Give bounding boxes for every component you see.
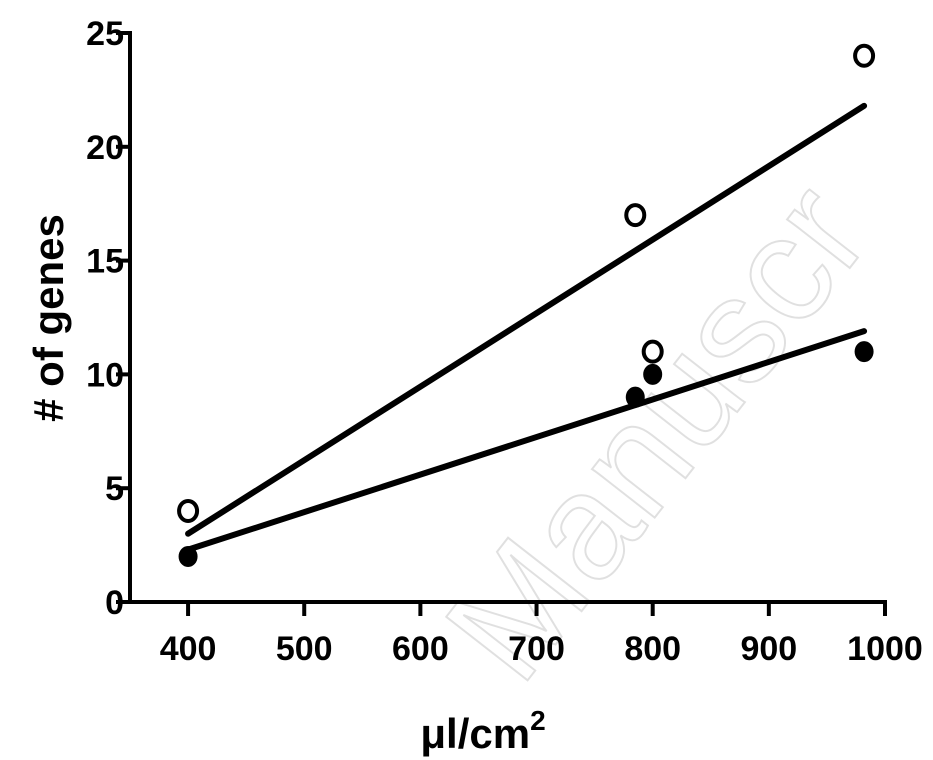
x-tick-label: 500 [276, 630, 333, 668]
x-axis-title: μl/cm2 [420, 705, 545, 757]
y-tick-label: 25 [86, 15, 124, 53]
open-point [177, 498, 200, 523]
x-tick-label: 1000 [847, 630, 923, 668]
fit-line-1 [185, 102, 868, 537]
filled-point [625, 386, 645, 408]
y-tick-label: 0 [105, 584, 124, 622]
x-tick-label: 600 [392, 630, 449, 668]
filled-point [643, 363, 663, 385]
x-tick-label: 900 [740, 630, 797, 668]
y-tick-label: 10 [86, 356, 124, 394]
filled-point [178, 545, 198, 567]
x-axis-title-superscript: 2 [530, 705, 546, 736]
open-point [624, 203, 647, 228]
y-axis-title: # of genes [25, 214, 72, 422]
x-tick-label: 800 [624, 630, 681, 668]
y-tick-label: 5 [105, 470, 124, 508]
x-tick-label: 400 [160, 630, 217, 668]
fit-line-2 [185, 328, 868, 553]
x-axis-title-main: μl/cm [420, 710, 530, 757]
filled-point [854, 341, 874, 363]
x-tick-label: 700 [508, 630, 565, 668]
open-point [641, 339, 664, 364]
axes [116, 31, 887, 616]
open-point [853, 43, 876, 68]
y-tick-label: 15 [86, 243, 124, 281]
y-tick-label: 20 [86, 129, 124, 167]
tick-labels: 0 5 10 15 20 25 400 500 600 700 800 900 1000 [86, 15, 923, 668]
data-points [177, 43, 876, 567]
fit-lines [185, 102, 868, 553]
